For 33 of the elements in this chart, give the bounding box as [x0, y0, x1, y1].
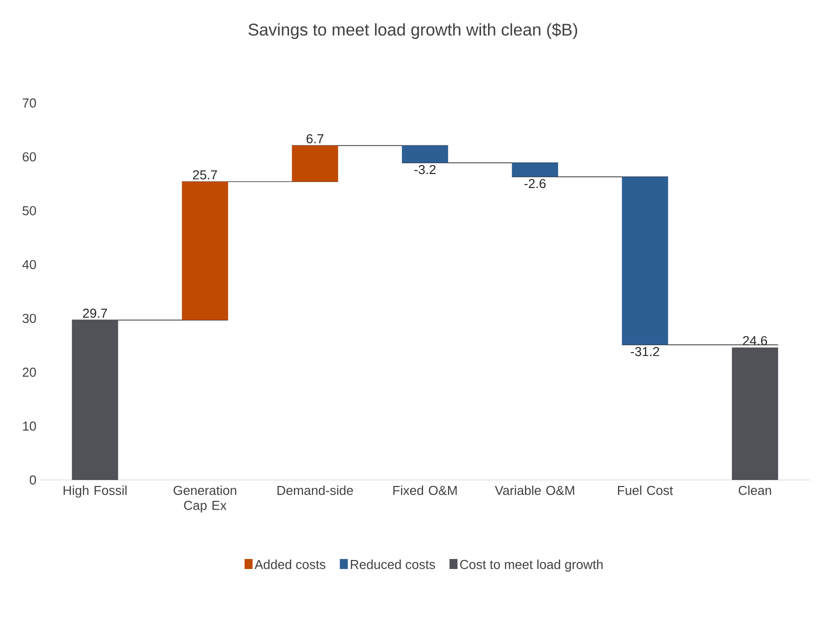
bar [732, 347, 778, 480]
bar [292, 146, 338, 182]
legend-label: Reduced costs [350, 560, 436, 570]
data-label: 29.7 [83, 308, 107, 318]
y-tick-label: 20 [22, 368, 36, 377]
data-label: -31.2 [630, 347, 660, 356]
data-label: 25.7 [193, 170, 217, 180]
y-tick-label: 60 [22, 152, 36, 162]
y-tick-label: 70 [22, 98, 36, 108]
bar [512, 162, 558, 177]
x-tick-label: Clean [738, 486, 772, 496]
x-tick-label: High Fossil [64, 486, 127, 498]
bar [72, 320, 118, 480]
y-tick-label: 0 [30, 475, 36, 485]
data-label: -3.2 [414, 164, 436, 174]
bar [182, 182, 228, 320]
x-tick-label: Demand-side [278, 486, 353, 496]
bar [402, 146, 448, 163]
y-tick-label: 10 [23, 422, 36, 431]
bar [622, 176, 668, 345]
legend-label: Added costs [254, 560, 326, 570]
legend-label: Cost to meet load growth [460, 560, 603, 572]
data-label: -2.6 [524, 178, 546, 188]
x-tick-label: Fuel Cost [618, 486, 673, 496]
x-tick-label: Generation Cap Ex [174, 486, 236, 513]
chart-title: Savings to meet load growth with clean ($B) [248, 22, 578, 40]
y-tick-label: 50 [22, 206, 36, 216]
x-tick-label: Variable O&M [494, 486, 574, 496]
y-tick-label: 40 [22, 260, 36, 270]
data-label: 24.6 [743, 336, 768, 346]
data-label: 6.7 [306, 134, 324, 144]
y-tick-label: 30 [22, 314, 36, 323]
x-tick-label: Fixed O&M [393, 486, 457, 496]
